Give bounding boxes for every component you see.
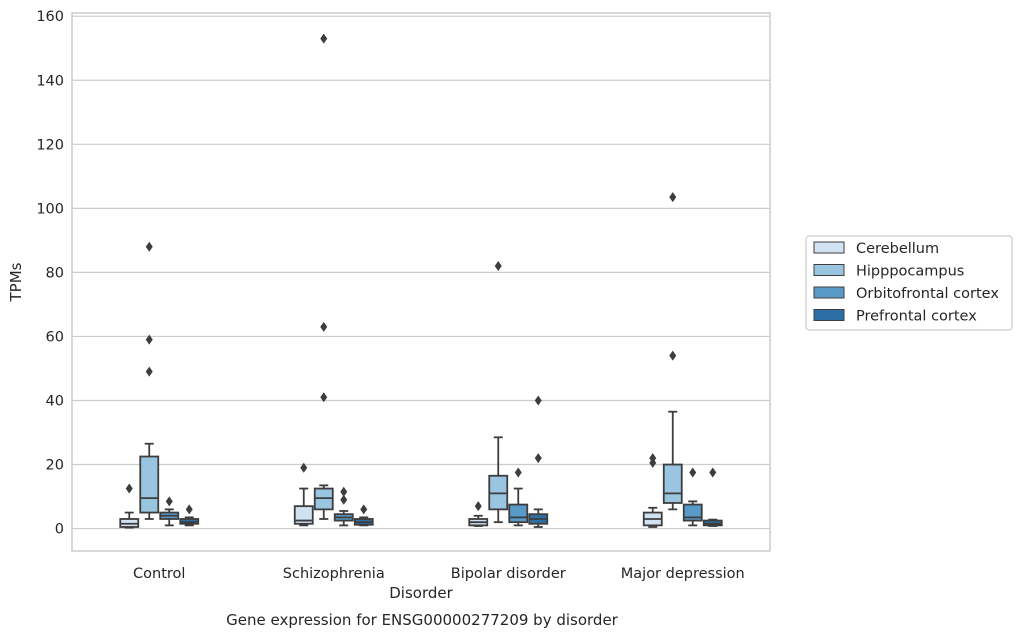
outlier-point <box>125 483 133 494</box>
outlier-point <box>534 395 542 406</box>
outlier-point <box>320 33 328 44</box>
outlier-point <box>514 467 522 478</box>
outlier-point <box>534 453 542 464</box>
legend-swatch <box>813 286 845 299</box>
legend-label: Prefrontal cortex <box>856 309 977 325</box>
gridlines <box>72 15 770 530</box>
legend: Cerebellum Hipppocampus Orbitofrontal cort… <box>805 235 1013 331</box>
y-tick-label: 140 <box>36 73 64 89</box>
box <box>293 505 314 525</box>
legend-frame <box>805 235 1013 331</box>
outlier-point <box>320 392 328 403</box>
y-tick-label: 160 <box>36 9 64 25</box>
legend-label: Hipppocampus <box>856 264 964 280</box>
outlier-point <box>669 192 677 203</box>
box-group <box>488 260 509 524</box>
y-tick-label: 80 <box>46 265 64 281</box>
box <box>139 455 160 514</box>
y-axis-ticks: 0 20 40 60 80 100 120 140 160 <box>36 9 64 537</box>
y-tick-label: 100 <box>36 201 64 217</box>
x-tick-label: Control <box>133 566 185 582</box>
box-groups <box>119 33 723 529</box>
box-group <box>333 486 354 527</box>
y-tick-label: 20 <box>46 458 64 474</box>
y-tick-label: 120 <box>36 137 64 153</box>
y-axis-label: TPMs <box>7 262 25 302</box>
outlier-point <box>689 467 697 478</box>
outlier-point <box>145 241 153 252</box>
box-group <box>528 395 549 528</box>
x-axis-ticks: Control Schizophrenia Bipolar disorder Majo… <box>133 566 745 582</box>
outlier-point <box>300 462 308 473</box>
x-tick-label: Schizophrenia <box>283 566 385 582</box>
outlier-point <box>145 366 153 377</box>
outlier-point <box>474 501 482 512</box>
x-tick-label: Bipolar disorder <box>451 566 566 582</box>
box-group <box>508 467 529 527</box>
plot-frame <box>71 12 771 552</box>
box-group <box>642 453 663 528</box>
box-group <box>139 241 160 520</box>
outlier-point <box>360 504 368 515</box>
outlier-point <box>340 486 348 497</box>
outlier-point <box>649 453 657 464</box>
box-group <box>468 501 489 527</box>
y-tick-label: 0 <box>55 522 64 538</box>
legend-label: Orbitofrontal cortex <box>856 286 999 302</box>
legend-swatch <box>813 264 845 276</box>
box-group <box>702 467 723 527</box>
outlier-point <box>494 260 502 271</box>
box-group <box>119 483 140 529</box>
legend-swatch <box>813 241 845 254</box>
outlier-point <box>165 496 173 507</box>
legend-swatch <box>813 309 845 321</box>
outlier-point <box>320 321 328 332</box>
outlier-point <box>709 467 717 478</box>
box-group <box>293 462 314 527</box>
y-tick-label: 40 <box>46 393 64 409</box>
box-group <box>353 504 374 527</box>
y-tick-label: 60 <box>46 329 64 345</box>
legend-label: Cerebellum <box>856 241 939 257</box>
box <box>508 503 529 524</box>
outlier-point <box>340 494 348 505</box>
x-tick-label: Major depression <box>621 566 745 582</box>
box-group <box>313 33 334 520</box>
outlier-point <box>185 504 193 515</box>
box-group <box>662 192 683 511</box>
box-group <box>159 496 180 527</box>
outlier-point <box>669 350 677 361</box>
box <box>662 463 683 504</box>
chart-caption: Gene expression for ENSG00000277209 by d… <box>226 611 619 629</box>
outlier-point <box>145 334 153 345</box>
x-axis-label: Disorder <box>389 584 453 602</box>
box-group <box>179 504 200 527</box>
box-group <box>682 467 703 527</box>
